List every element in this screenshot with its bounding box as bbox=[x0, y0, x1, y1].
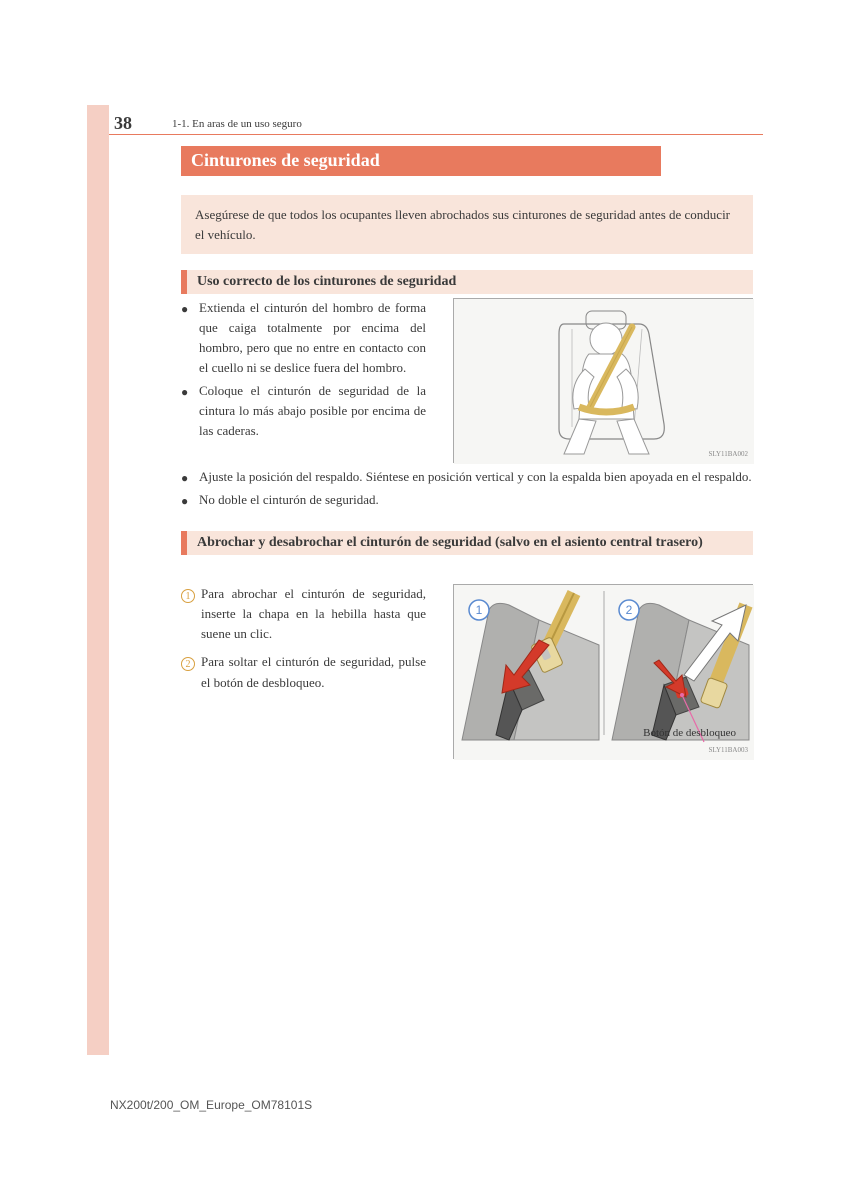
figure-code: SLY11BA002 bbox=[709, 449, 749, 460]
step-number-icon: 2 bbox=[181, 652, 201, 692]
step-item: 2 Para soltar el cinturón de seguridad, … bbox=[181, 652, 426, 692]
step-text: Para abrochar el cinturón de seguridad, … bbox=[201, 584, 426, 644]
figure-code: SLY11BA003 bbox=[709, 745, 749, 756]
bullet-icon: ● bbox=[181, 490, 199, 511]
section-path: 1-1. En aras de un uso seguro bbox=[172, 118, 302, 130]
step-text: Para soltar el cinturón de seguridad, pu… bbox=[201, 652, 426, 692]
intro-box: Asegúrese de que todos los ocupantes lle… bbox=[181, 195, 753, 254]
svg-text:1: 1 bbox=[476, 603, 483, 617]
section-heading-usage: Uso correcto de los cinturones de seguri… bbox=[181, 270, 753, 294]
bullet-item: ● Ajuste la posición del respaldo. Siént… bbox=[181, 467, 753, 488]
bullet-icon: ● bbox=[181, 467, 199, 488]
content-fasten: 1 bbox=[181, 584, 753, 759]
seatbelt-posture-icon bbox=[454, 299, 754, 464]
bullet-item: ● Coloque el cinturón de seguridad de la… bbox=[181, 381, 426, 441]
step-number-icon: 1 bbox=[181, 584, 201, 644]
step-item: 1 Para abrochar el cinturón de seguridad… bbox=[181, 584, 426, 644]
figure-buckle-release: 1 bbox=[453, 584, 753, 759]
figure-seatbelt-posture: SLY11BA002 bbox=[453, 298, 753, 463]
bullet-text: No doble el cinturón de seguridad. bbox=[199, 490, 753, 511]
page-number: 38 bbox=[114, 113, 132, 134]
svg-text:2: 2 bbox=[626, 603, 633, 617]
bullet-text: Ajuste la posición del respaldo. Siéntes… bbox=[199, 467, 753, 488]
section-heading-fasten: Abrochar y desabrochar el cinturón de se… bbox=[181, 531, 753, 555]
side-tab bbox=[87, 105, 109, 1055]
footer-doc-code: NX200t/200_OM_Europe_OM78101S bbox=[110, 1098, 312, 1112]
content-usage: SLY11BA002 ● Extienda el cinturón del ho… bbox=[181, 298, 753, 512]
bullet-text: Coloque el cinturón de seguridad de la c… bbox=[199, 381, 426, 441]
bullet-icon: ● bbox=[181, 381, 199, 441]
figure-caption: Botón de desbloqueo bbox=[643, 725, 736, 742]
bullet-item: ● No doble el cinturón de seguridad. bbox=[181, 490, 753, 511]
header-rule bbox=[109, 134, 763, 135]
page-title: Cinturones de seguridad bbox=[181, 146, 661, 176]
bullet-text: Extienda el cinturón del hombro de forma… bbox=[199, 298, 426, 379]
bullet-item: ● Extienda el cinturón del hombro de for… bbox=[181, 298, 426, 379]
bullet-icon: ● bbox=[181, 298, 199, 379]
